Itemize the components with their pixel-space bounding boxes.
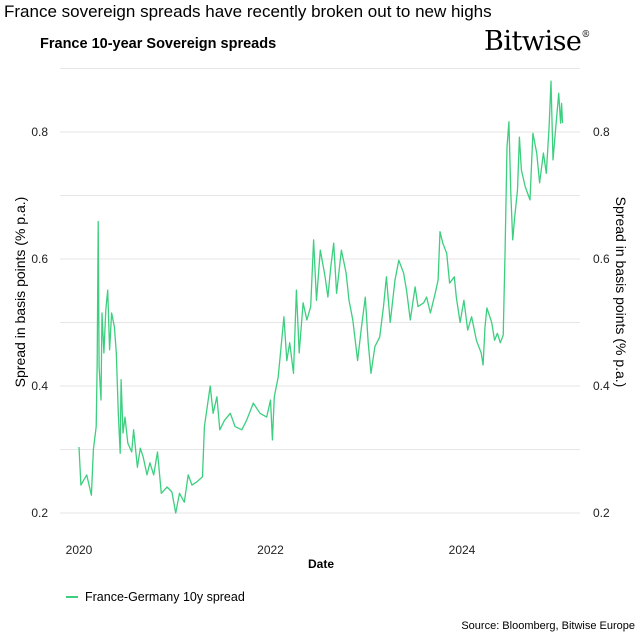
y-tick-label-left: 0.2 xyxy=(31,506,48,520)
source-note: Source: Bloomberg, Bitwise Europe xyxy=(461,620,635,632)
y-axis-label-right: Spread in basis points (% p.a.) xyxy=(613,197,629,388)
chart-title: France 10-year Sovereign spreads xyxy=(40,36,277,52)
bitwise-logo: Bitwise® xyxy=(484,26,590,57)
logo-text: Bitwise xyxy=(484,26,582,57)
x-axis-label: Date xyxy=(308,557,334,571)
y-tick-label-left: 0.8 xyxy=(31,125,48,139)
y-tick-label-right: 0.4 xyxy=(593,379,610,393)
y-tick-label-right: 0.6 xyxy=(593,252,610,266)
legend-swatch xyxy=(66,596,78,598)
y-tick-label-right: 0.2 xyxy=(593,506,610,520)
x-tick-label: 2024 xyxy=(449,543,476,557)
registered-mark: ® xyxy=(581,30,590,40)
legend: France-Germany 10y spread xyxy=(66,590,245,604)
y-axis-label-left: Spread in basis points (% p.a.) xyxy=(12,197,28,388)
y-tick-label-left: 0.6 xyxy=(31,252,48,266)
x-tick-label: 2020 xyxy=(66,543,93,557)
y-tick-label-right: 0.8 xyxy=(593,125,610,139)
gridlines xyxy=(60,68,580,514)
headline: France sovereign spreads have recently b… xyxy=(4,2,492,21)
legend-label: France-Germany 10y spread xyxy=(85,590,245,604)
x-tick-label: 2022 xyxy=(257,543,284,557)
tick-labels: 0.2 0.2 0.4 0.4 0.6 0.6 0.8 0.8 2020 2022 2024 xyxy=(31,125,610,557)
series-line-france-germany xyxy=(78,80,564,514)
y-tick-label-left: 0.4 xyxy=(31,379,48,393)
